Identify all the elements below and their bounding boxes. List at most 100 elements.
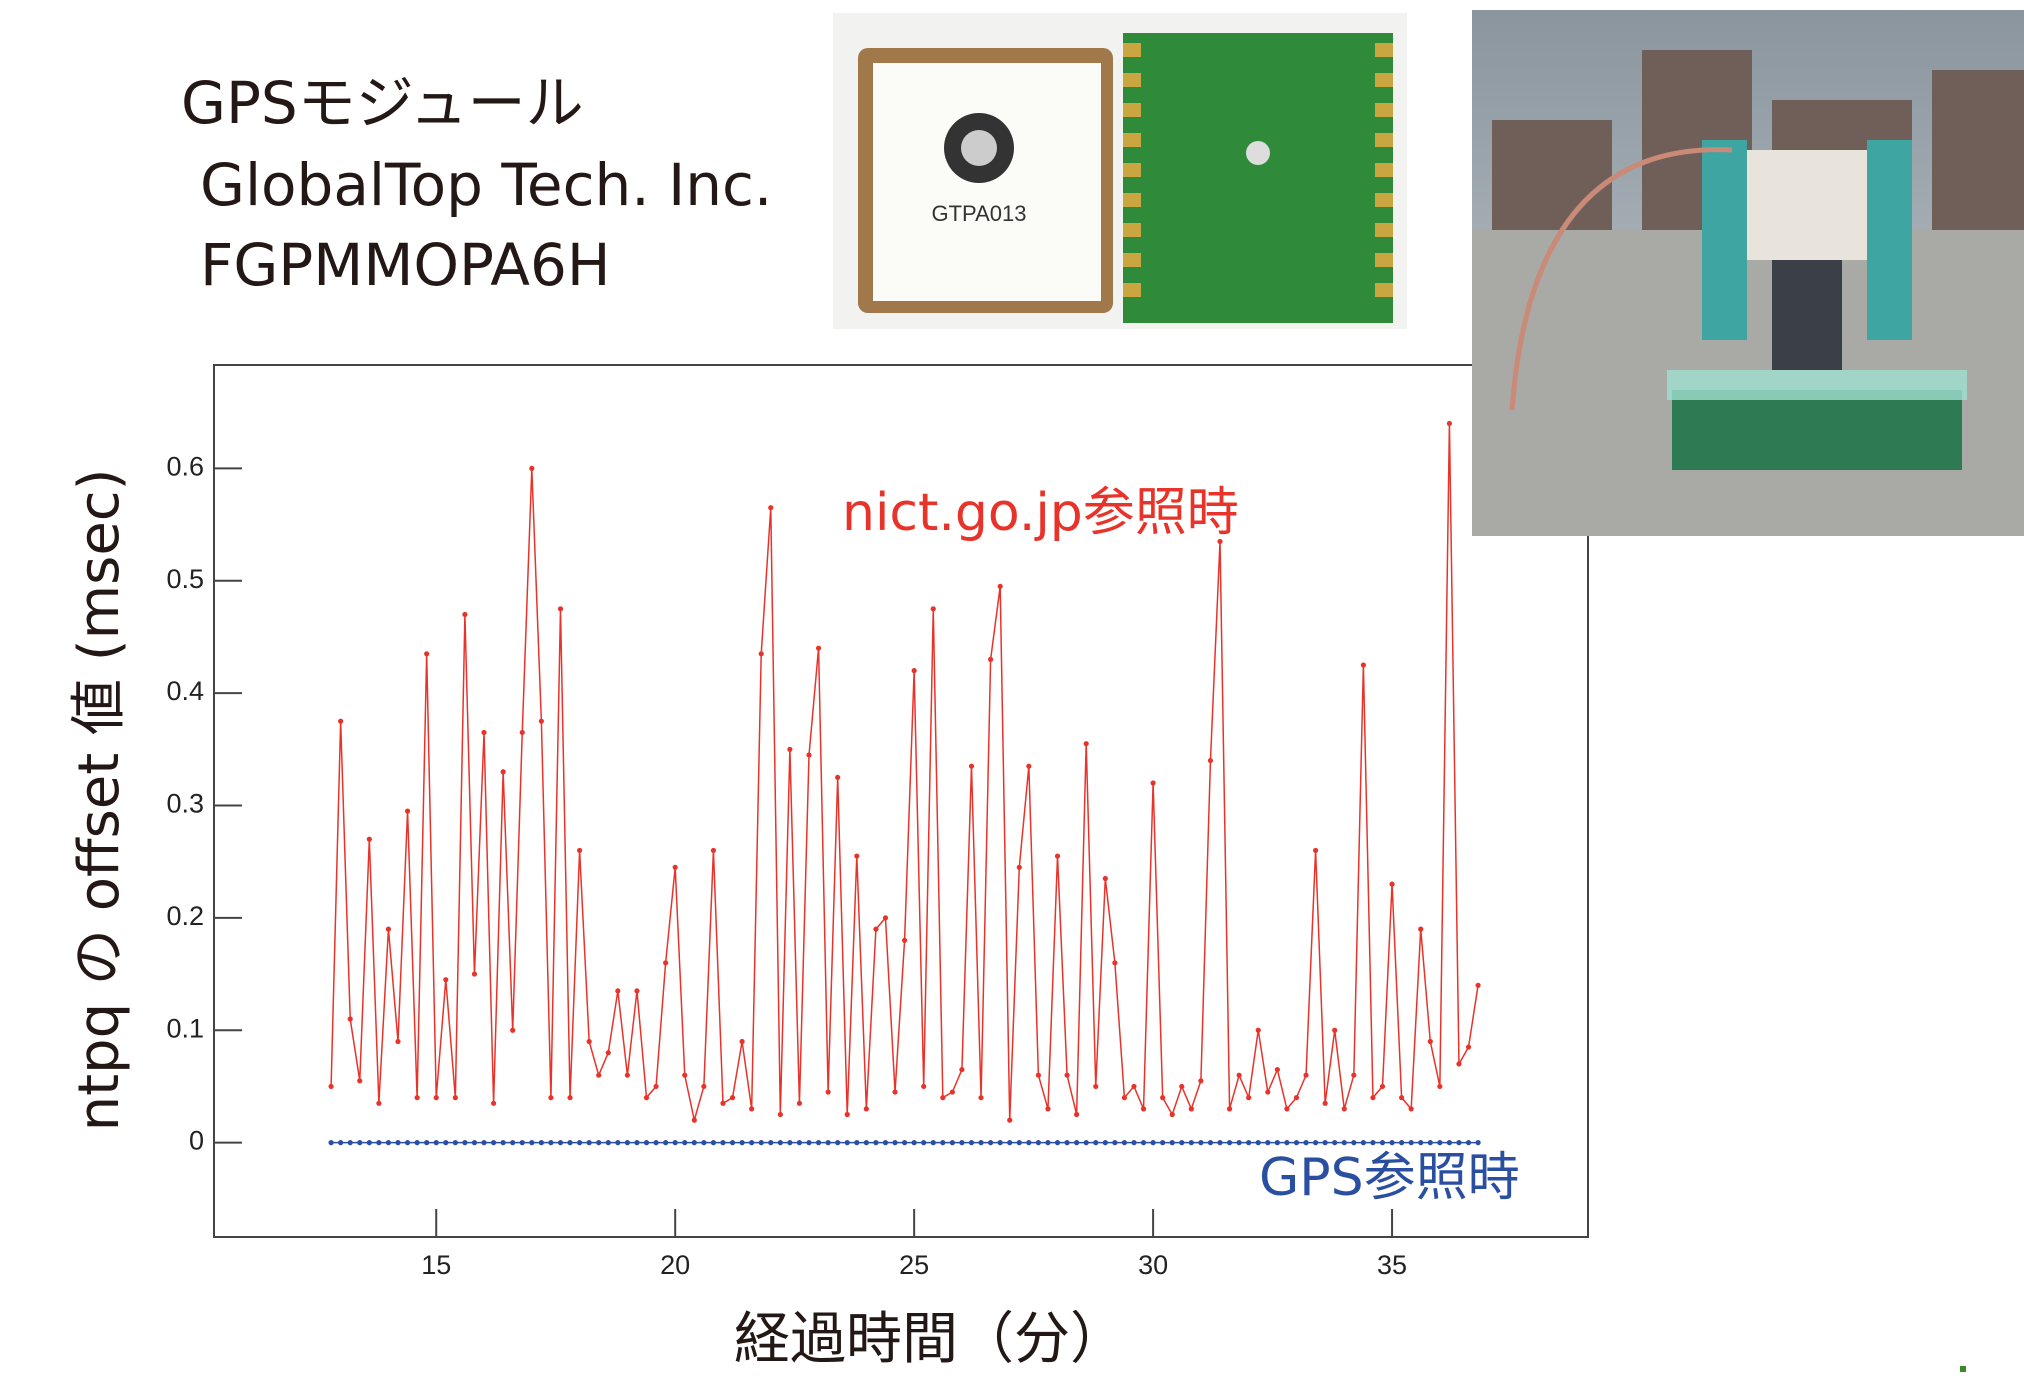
data-point — [1437, 1084, 1442, 1089]
data-point — [539, 1140, 544, 1145]
data-point — [510, 1140, 515, 1145]
data-point — [768, 1140, 773, 1145]
data-point — [567, 1095, 572, 1100]
data-point — [357, 1140, 362, 1145]
data-point — [921, 1084, 926, 1089]
data-point — [472, 1140, 477, 1145]
data-point — [625, 1140, 630, 1145]
data-point — [1112, 960, 1117, 965]
data-point — [1170, 1140, 1175, 1145]
data-point — [1361, 662, 1366, 667]
data-point — [959, 1067, 964, 1072]
data-point — [912, 1140, 917, 1145]
data-point — [673, 865, 678, 870]
data-point — [701, 1140, 706, 1145]
y-tick-label: 0.6 — [166, 452, 204, 482]
data-point — [424, 651, 429, 656]
data-point — [978, 1140, 983, 1145]
data-point — [481, 730, 486, 735]
data-point — [548, 1095, 553, 1100]
data-point — [443, 977, 448, 982]
data-point — [1389, 882, 1394, 887]
data-point — [730, 1140, 735, 1145]
data-point — [1428, 1039, 1433, 1044]
data-point — [892, 1089, 897, 1094]
data-point — [826, 1089, 831, 1094]
data-point — [1007, 1140, 1012, 1145]
data-point — [1074, 1140, 1079, 1145]
data-point — [854, 853, 859, 858]
data-point — [950, 1089, 955, 1094]
data-point — [615, 1140, 620, 1145]
data-point — [1294, 1095, 1299, 1100]
data-point — [1179, 1140, 1184, 1145]
data-point — [1323, 1140, 1328, 1145]
data-point — [1323, 1101, 1328, 1106]
device-photo — [1472, 10, 2024, 536]
data-point — [520, 730, 525, 735]
data-point — [940, 1095, 945, 1100]
data-point — [759, 651, 764, 656]
data-point — [1026, 764, 1031, 769]
data-point — [1150, 780, 1155, 785]
data-point — [1447, 1140, 1452, 1145]
data-point — [940, 1140, 945, 1145]
data-point — [606, 1140, 611, 1145]
data-point — [1237, 1073, 1242, 1078]
data-point — [730, 1095, 735, 1100]
data-point — [625, 1073, 630, 1078]
data-point — [415, 1140, 420, 1145]
data-point — [1370, 1140, 1375, 1145]
pcb-via — [1246, 141, 1270, 165]
data-point — [1208, 758, 1213, 763]
data-point — [959, 1140, 964, 1145]
data-point — [692, 1118, 697, 1123]
data-point — [501, 769, 506, 774]
data-point — [739, 1140, 744, 1145]
data-point — [520, 1140, 525, 1145]
data-point — [634, 988, 639, 993]
data-point — [539, 719, 544, 724]
slide: GPSモジュール GlobalTop Tech. Inc. FGPMMOPA6H… — [0, 0, 2024, 1376]
data-point — [405, 809, 410, 814]
data-point — [739, 1039, 744, 1044]
data-point — [759, 1140, 764, 1145]
data-point — [1074, 1112, 1079, 1117]
data-point — [787, 1140, 792, 1145]
data-point — [644, 1140, 649, 1145]
data-point — [1237, 1140, 1242, 1145]
data-point — [434, 1095, 439, 1100]
data-point — [1026, 1140, 1031, 1145]
data-point — [1265, 1140, 1270, 1145]
data-point — [998, 584, 1003, 589]
data-point — [1275, 1067, 1280, 1072]
data-point — [1409, 1106, 1414, 1111]
data-point — [778, 1112, 783, 1117]
data-point — [1361, 1140, 1366, 1145]
data-point — [367, 1140, 372, 1145]
data-point — [663, 960, 668, 965]
data-point — [1294, 1140, 1299, 1145]
data-point — [864, 1106, 869, 1111]
data-point — [1103, 876, 1108, 881]
photo-label: GTPA013 — [932, 201, 1027, 226]
data-point — [720, 1101, 725, 1106]
x-tick-label: 15 — [421, 1250, 451, 1280]
data-point — [1447, 421, 1452, 426]
data-point — [1103, 1140, 1108, 1145]
data-point — [1418, 927, 1423, 932]
data-point — [424, 1140, 429, 1145]
data-point — [978, 1095, 983, 1100]
data-point — [1007, 1118, 1012, 1123]
data-point — [1246, 1095, 1251, 1100]
data-point — [902, 938, 907, 943]
data-point — [491, 1101, 496, 1106]
data-point — [1437, 1140, 1442, 1145]
data-point — [453, 1140, 458, 1145]
data-point — [816, 1140, 821, 1145]
data-point — [415, 1095, 420, 1100]
data-point — [1246, 1140, 1251, 1145]
data-point — [376, 1140, 381, 1145]
data-point — [883, 1140, 888, 1145]
data-point — [1131, 1140, 1136, 1145]
